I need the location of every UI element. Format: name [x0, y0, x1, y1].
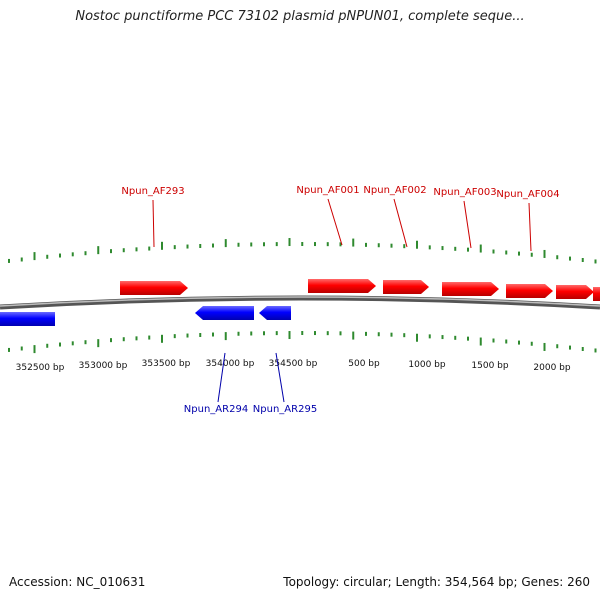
gene-arrow-reverse[interactable]: [0, 312, 55, 326]
scale-label: 353000 bp: [79, 361, 128, 371]
label-leader-line: [275, 352, 285, 403]
scale-label: 353500 bp: [142, 359, 191, 369]
gene-arrow-forward[interactable]: [593, 287, 600, 301]
gene-label-forward[interactable]: Npun_AF003: [433, 187, 496, 198]
scale-label: 500 bp: [348, 359, 380, 369]
gene-arrow-forward[interactable]: [442, 282, 499, 296]
scale-label: 2000 bp: [533, 363, 570, 373]
scale-label: 1000 bp: [408, 360, 445, 370]
gene-arrow-reverse[interactable]: [195, 306, 254, 320]
plasmid-backbone: [0, 295, 600, 310]
gene-label-forward[interactable]: Npun_AF293: [121, 186, 184, 197]
topology-summary: Topology: circular; Length: 354,564 bp; …: [283, 575, 590, 589]
gene-arrow-forward[interactable]: [383, 280, 429, 294]
outer-tick-track: [8, 238, 597, 264]
label-leader-line: [152, 199, 155, 248]
accession-text: Accession: NC_010631: [9, 575, 146, 589]
gene-features: [0, 279, 600, 326]
gene-label-reverse[interactable]: Npun_AR294: [184, 404, 248, 415]
gene-label-forward[interactable]: Npun_AF004: [496, 189, 559, 200]
gene-label-forward[interactable]: Npun_AF002: [363, 185, 426, 196]
label-leader-line: [327, 198, 343, 246]
gene-arrow-forward[interactable]: [120, 281, 188, 295]
label-leader-line: [393, 198, 408, 248]
label-leader-line: [463, 200, 472, 249]
plasmid-backbone-highlight: [0, 296, 600, 307]
gene-arrow-forward[interactable]: [556, 285, 594, 299]
scale-label: 354000 bp: [206, 359, 255, 369]
gene-label-forward[interactable]: Npun_AF001: [296, 185, 359, 196]
label-leader-line: [528, 202, 532, 252]
gene-label-reverse[interactable]: Npun_AR295: [253, 404, 317, 415]
scale-label: 1500 bp: [471, 361, 508, 371]
scale-label: 354500 bp: [269, 359, 318, 369]
gene-arrow-forward[interactable]: [506, 284, 553, 298]
scale-label: 352500 bp: [16, 363, 65, 373]
scale-labels: 352500 bp 353000 bp 353500 bp 354000 bp 3545…: [16, 359, 571, 373]
label-leader-line: [217, 352, 226, 403]
gene-arrow-reverse[interactable]: [259, 306, 291, 320]
inner-tick-track: [8, 331, 597, 354]
gene-arrow-forward[interactable]: [308, 279, 376, 293]
map-title: Nostoc punctiforme PCC 73102 plasmid pNP…: [75, 9, 525, 24]
gene-labels: Npun_AF293 Npun_AF001 Npun_AF002 Npun_AF003…: [121, 185, 559, 415]
